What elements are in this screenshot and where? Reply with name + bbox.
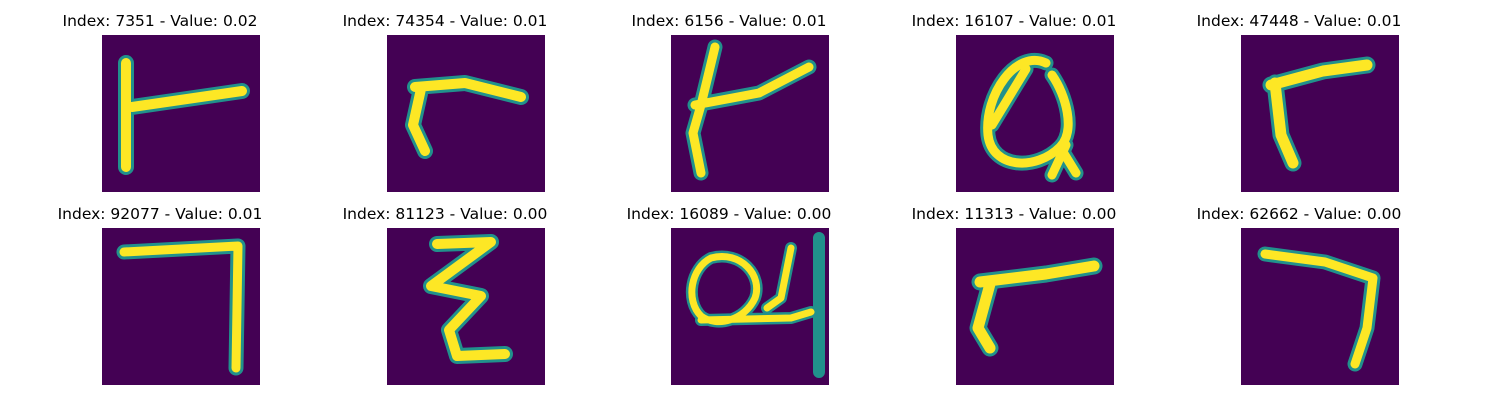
handwritten-glyph-image bbox=[956, 228, 1114, 385]
digit-panel: Index: 62662 - Value: 0.00 bbox=[1154, 193, 1444, 385]
digit-panel: Index: 7351 - Value: 0.02 bbox=[15, 0, 305, 192]
panel-title: Index: 47448 - Value: 0.01 bbox=[1196, 12, 1402, 30]
digit-panel: Index: 6156 - Value: 0.01 bbox=[584, 0, 874, 192]
panel-title: Index: 74354 - Value: 0.01 bbox=[342, 12, 548, 30]
digit-panel: Index: 16107 - Value: 0.01 bbox=[869, 0, 1159, 192]
digit-panel: Index: 16089 - Value: 0.00 bbox=[584, 193, 874, 385]
handwritten-glyph-image bbox=[102, 228, 260, 385]
panel-title: Index: 16089 - Value: 0.00 bbox=[626, 205, 832, 223]
panel-title: Index: 92077 - Value: 0.01 bbox=[57, 205, 263, 223]
panel-title: Index: 62662 - Value: 0.00 bbox=[1196, 205, 1402, 223]
digit-panel: Index: 92077 - Value: 0.01 bbox=[15, 193, 305, 385]
panel-title: Index: 7351 - Value: 0.02 bbox=[62, 12, 258, 30]
handwritten-glyph-image bbox=[102, 35, 260, 192]
digit-panel: Index: 47448 - Value: 0.01 bbox=[1154, 0, 1444, 192]
digit-panel: Index: 81123 - Value: 0.00 bbox=[300, 193, 590, 385]
digit-panel: Index: 11313 - Value: 0.00 bbox=[869, 193, 1159, 385]
handwritten-glyph-image bbox=[671, 228, 829, 385]
digit-panel: Index: 74354 - Value: 0.01 bbox=[300, 0, 590, 192]
handwritten-glyph-image bbox=[387, 228, 545, 385]
panel-title: Index: 16107 - Value: 0.01 bbox=[911, 12, 1117, 30]
panel-title: Index: 11313 - Value: 0.00 bbox=[911, 205, 1117, 223]
handwritten-glyph-image bbox=[1241, 228, 1399, 385]
panel-title: Index: 81123 - Value: 0.00 bbox=[342, 205, 548, 223]
handwritten-glyph-image bbox=[671, 35, 829, 192]
handwritten-glyph-image bbox=[387, 35, 545, 192]
handwritten-glyph-image bbox=[956, 35, 1114, 192]
panel-title: Index: 6156 - Value: 0.01 bbox=[631, 12, 827, 30]
handwritten-glyph-image bbox=[1241, 35, 1399, 192]
